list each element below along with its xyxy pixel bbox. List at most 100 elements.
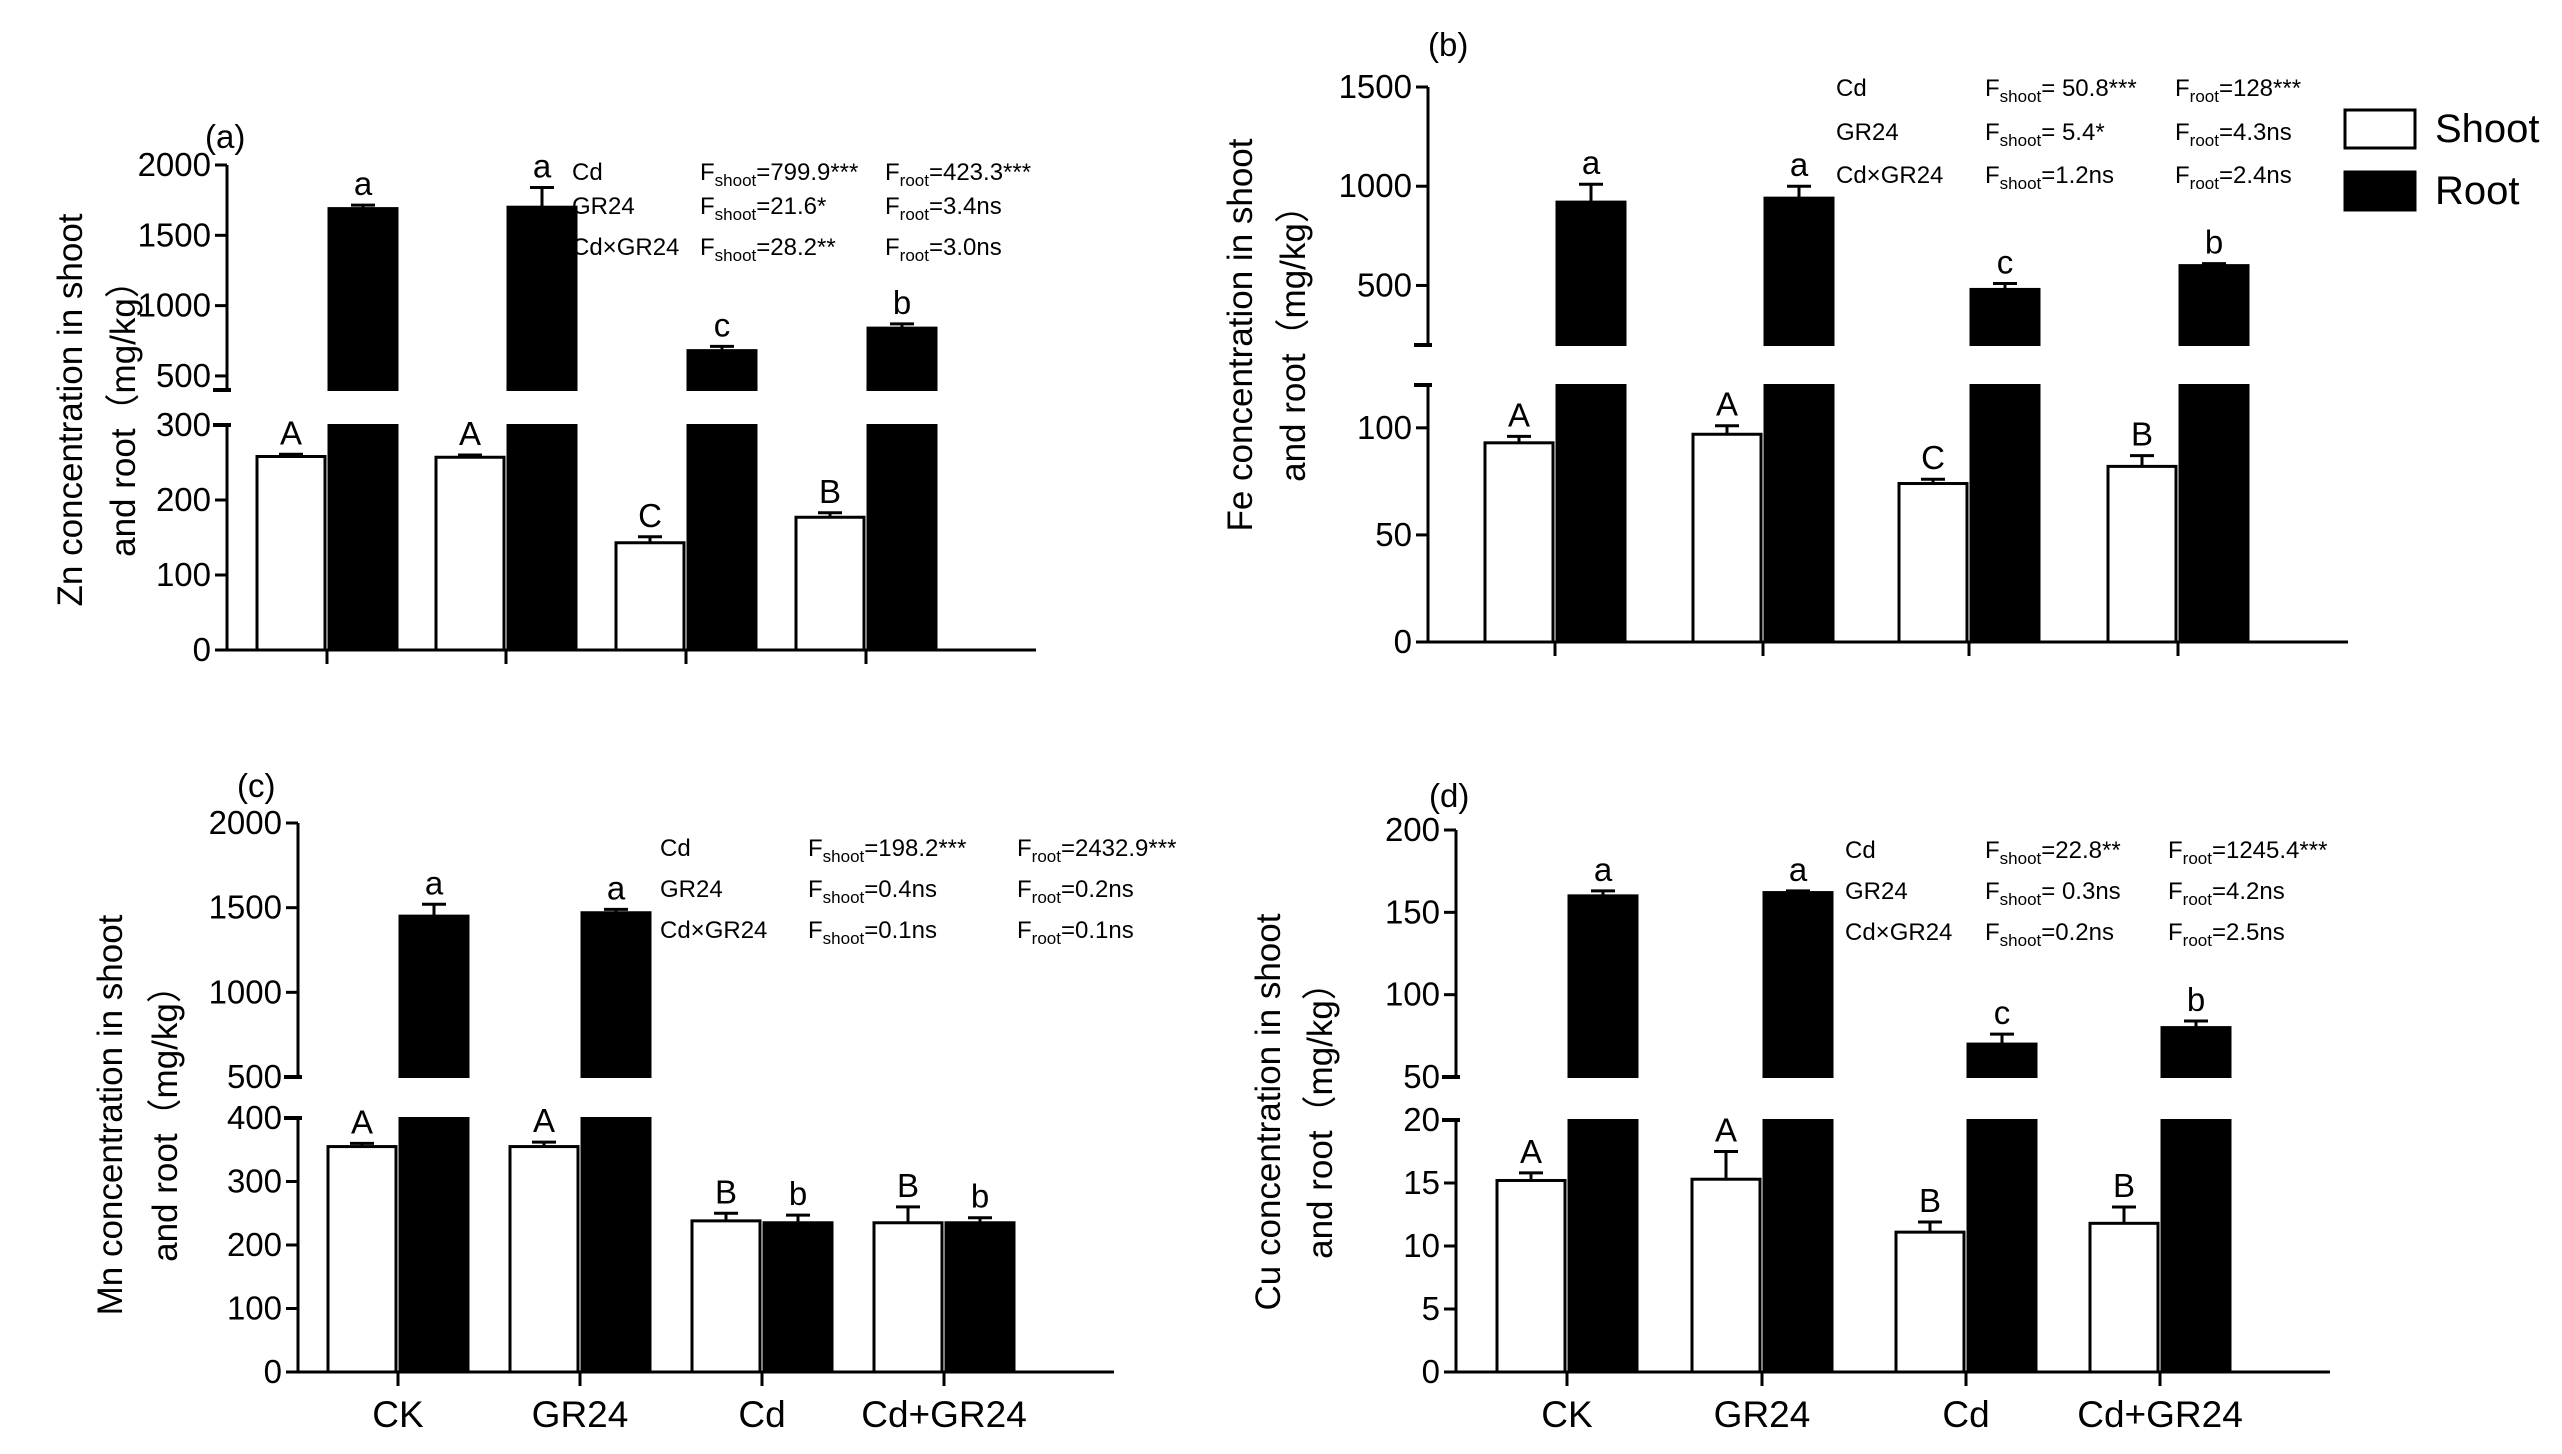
y-tick-label: 50 (1375, 516, 1412, 553)
bar-shoot-cd (1894, 1230, 1966, 1374)
significance-letter: A (1715, 1112, 1737, 1149)
significance-letter: B (2131, 416, 2153, 453)
stat-factor: GR24 (1836, 119, 1899, 146)
x-tick-label: GR24 (1714, 1394, 1811, 1435)
significance-letter: a (533, 148, 552, 185)
significance-letter: A (459, 415, 481, 452)
stat-sub: root (2190, 131, 2220, 150)
stat-shoot: Fshoot= 50.8*** (1985, 75, 2137, 106)
axis-break-gap (326, 391, 400, 424)
y-tick-label: 0 (1394, 623, 1412, 660)
axis-break-gap (1761, 1078, 1835, 1119)
stat-factor: Cd×GR24 (660, 917, 767, 944)
y-tick-label: 1500 (1339, 68, 1412, 105)
stat-f: F (1017, 876, 1032, 903)
y-axis-title-2: and root（mg/kg） (104, 263, 143, 557)
stat-f: F (885, 159, 900, 186)
stat-f: F (808, 876, 823, 903)
axis-break-gap (865, 391, 939, 424)
y-axis-title-2: and root（mg/kg） (1274, 188, 1313, 482)
stat-value: = 50.8*** (2041, 75, 2136, 102)
chart-panel-a: A A C Ba a c b 0 100 200 300 500 1000 1500 2000(a) Zn c… (51, 118, 1036, 668)
significance-letter: b (971, 1178, 989, 1215)
stat-sub: root (2190, 174, 2220, 193)
stat-root: Froot=423.3*** (885, 159, 1031, 190)
stat-sub: shoot (2000, 890, 2042, 909)
axis-break-gap (1554, 346, 1628, 384)
y-tick-label: 100 (156, 556, 211, 593)
stat-shoot: Fshoot= 5.4* (1985, 119, 2105, 150)
stat-f: F (1017, 835, 1032, 862)
y-tick-label: 200 (1385, 811, 1440, 848)
y-axis-title-line1: Fe concentration in shoot (1221, 138, 1260, 531)
y-axis-title-line2: and root（mg/kg） (146, 968, 185, 1262)
significance-letter: a (354, 165, 373, 202)
axis-break-gap (2177, 346, 2251, 384)
y-axis-title-line1: Mn concentration in shoot (91, 914, 130, 1315)
axis-break-gap (2159, 1078, 2233, 1119)
y-tick-label: 2000 (209, 804, 282, 841)
legend-swatch-root (2343, 170, 2417, 212)
stat-f: F (700, 234, 715, 261)
stat-f: F (1985, 837, 2000, 864)
y-tick-label: 0 (1422, 1353, 1440, 1390)
panel-label: (b) (1428, 26, 1468, 63)
y-axis-title-line1: Zn concentration in shoot (51, 213, 90, 606)
y-tick-label: 1000 (209, 973, 282, 1010)
stat-f: F (885, 234, 900, 261)
bar-shoot-cd (1897, 482, 1969, 644)
significance-letter: A (1716, 386, 1738, 423)
stat-sub: root (2190, 87, 2220, 106)
stat-root: Froot=4.3ns (2175, 119, 2292, 150)
stat-value: = 5.4* (2041, 119, 2104, 146)
y-tick-label: 200 (156, 481, 211, 518)
panel-label: (c) (237, 767, 275, 804)
bar-shoot-ck (326, 1145, 398, 1374)
stat-f: F (1985, 119, 2000, 146)
stat-root: Froot=2432.9*** (1017, 835, 1176, 866)
stat-sub: root (900, 171, 930, 190)
significance-letter: a (1790, 146, 1809, 183)
axis-break-gap (397, 1078, 471, 1117)
bar-root-ck (398, 914, 470, 1374)
stat-value: =4.3ns (2219, 119, 2292, 146)
stat-f: F (885, 193, 900, 220)
stat-f: F (700, 159, 715, 186)
bar-shoot-gr24 (508, 1145, 580, 1374)
stat-f: F (2175, 119, 2190, 146)
panel-label: (a) (205, 118, 245, 155)
stat-sub: shoot (2000, 849, 2042, 868)
stat-f: F (2168, 919, 2183, 946)
y-tick-label: 300 (156, 406, 211, 443)
stat-factor: Cd (572, 159, 603, 186)
stat-sub: root (1032, 888, 1062, 907)
y-axis-title-2: and root（mg/kg） (1301, 965, 1340, 1259)
stat-sub: root (900, 205, 930, 224)
y-tick-label: 1000 (138, 287, 211, 324)
y-tick-label: 1500 (138, 216, 211, 253)
stat-root: Froot=0.2ns (1017, 876, 1134, 907)
significance-letter: A (280, 414, 302, 451)
legend: Shoot Root (2343, 107, 2540, 213)
bar-root-cd (1969, 287, 2041, 644)
stat-f: F (1985, 878, 2000, 905)
stat-factor: Cd (660, 835, 691, 862)
y-tick-label: 1000 (1339, 167, 1412, 204)
x-tick-label: Cd+GR24 (861, 1394, 1027, 1435)
axis-break-gap (1566, 1078, 1640, 1119)
significance-letter: a (1789, 851, 1808, 888)
legend-label-root: Root (2435, 169, 2520, 213)
y-tick-label: 500 (156, 357, 211, 394)
significance-letter: a (1582, 144, 1601, 181)
stat-value: =423.3*** (929, 159, 1031, 186)
stat-factor: Cd (1836, 75, 1867, 102)
significance-letter: b (893, 284, 911, 321)
significance-letter: b (2205, 224, 2223, 261)
bar-root-cd-gr24 (2178, 264, 2250, 644)
stat-value: =2.5ns (2212, 919, 2285, 946)
y-tick-label: 10 (1403, 1227, 1440, 1264)
y-tick-label: 300 (227, 1163, 282, 1200)
stat-value: =198.2*** (864, 835, 966, 862)
stat-shoot: Fshoot=198.2*** (808, 835, 966, 866)
y-axis-title: Cu concentration in shoot (1249, 913, 1288, 1310)
